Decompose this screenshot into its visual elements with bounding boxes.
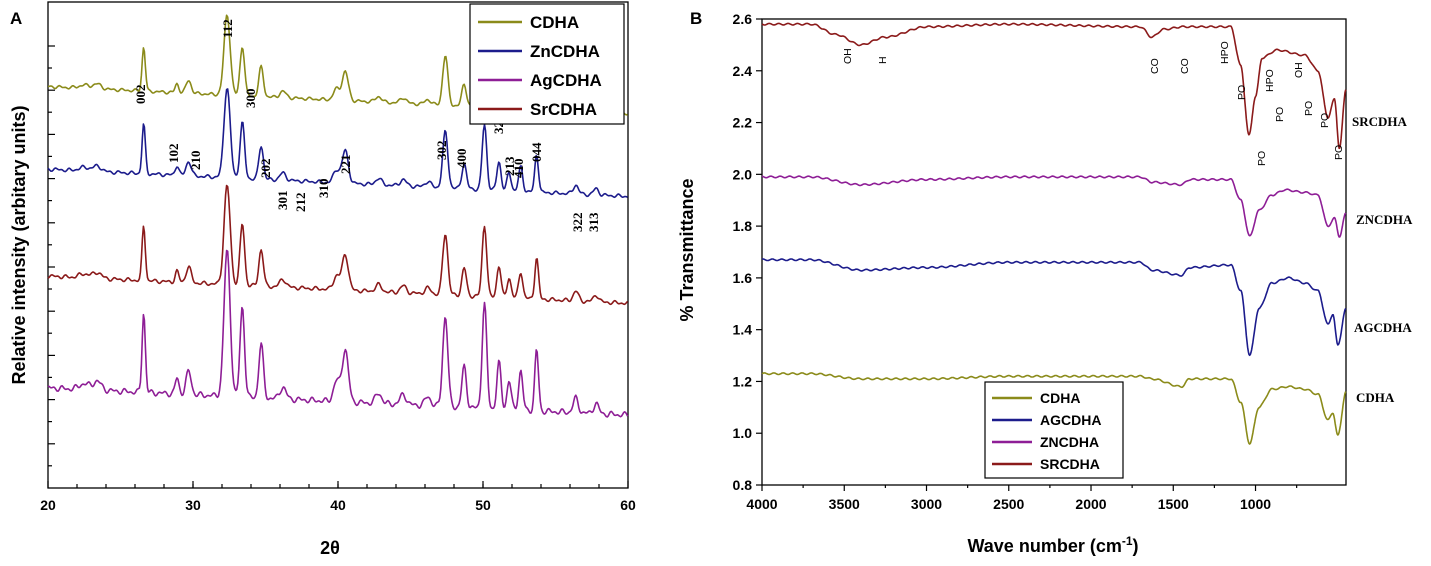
- b-band-label: HPO: [1264, 69, 1276, 92]
- a-x-tick-label: 50: [475, 497, 491, 513]
- b-x-tick-label: 3000: [911, 496, 942, 512]
- b-y-tick-label: 2.6: [733, 11, 753, 27]
- panel-b-x-ticks: 4000 3500 3000 2500 2000 1500 1000: [746, 485, 1298, 512]
- panel-b-curves: [761, 22, 1347, 445]
- b-series-label: SRCDHA: [1352, 114, 1408, 129]
- b-y-tick-label: 1.0: [733, 425, 753, 441]
- a-x-tick-label: 20: [40, 497, 56, 513]
- b-legend-label: ZNCDHA: [1040, 434, 1099, 450]
- b-band-label: PO: [1236, 85, 1248, 100]
- a-series-line-zncdha: [47, 88, 628, 199]
- panel-b-plot-frame: [761, 18, 1347, 486]
- a-peak-label: 102: [166, 144, 181, 164]
- panel-b-series-labels: SRCDHA ZNCDHA AGCDHA CDHA: [1352, 114, 1413, 405]
- b-y-tick-label: 2.0: [733, 166, 753, 182]
- b-series-line-cdha: [761, 372, 1347, 445]
- b-band-label: PO: [1333, 145, 1345, 160]
- b-y-tick-label: 1.2: [733, 373, 753, 389]
- b-band-label: OH: [1293, 62, 1305, 78]
- a-peak-label: 202: [258, 159, 273, 179]
- b-series-line-agcdha: [761, 258, 1347, 357]
- b-series-line-zncdha: [761, 175, 1347, 238]
- panel-a: A 20 30 40 50 60 2θ Relative intensity (arbi…: [9, 1, 636, 558]
- a-peak-label: 213: [502, 156, 517, 176]
- panel-b-y-axis-label: % Transmittance: [677, 178, 697, 321]
- panel-b-x-axis-label: Wave number (cm-1): [967, 534, 1138, 556]
- b-legend-label: CDHA: [1040, 390, 1080, 406]
- b-band-label: PO: [1303, 101, 1315, 116]
- b-x-tick-label: 2500: [993, 496, 1024, 512]
- b-series-label: AGCDHA: [1354, 320, 1412, 335]
- panel-b-legend: CDHA AGCDHA ZNCDHA SRCDHA: [984, 381, 1124, 479]
- a-peak-label: 300: [243, 89, 258, 109]
- b-band-label: HPO: [1219, 41, 1231, 64]
- panel-b-x-axis-label-sup: -1: [1122, 534, 1133, 548]
- a-legend-label: CDHA: [530, 13, 579, 32]
- panel-a-y-ticks: [48, 45, 55, 467]
- a-peak-label: 322: [570, 213, 585, 233]
- a-peak-label: 112: [220, 19, 235, 38]
- a-legend-label: AgCDHA: [530, 71, 602, 90]
- a-x-tick-label: 40: [330, 497, 346, 513]
- panel-b-band-labels: OH H CO CO HPO PO PO PO HPO OH PO PO PO: [842, 41, 1345, 166]
- panel-a-legend-entries: CDHA ZnCDHA AgCDHA SrCDHA: [478, 13, 602, 119]
- b-y-tick-label: 2.4: [733, 63, 753, 79]
- b-band-label: PO: [1319, 113, 1331, 128]
- a-peak-label: 410: [511, 159, 526, 179]
- panel-a-label: A: [10, 9, 22, 28]
- b-x-tick-label: 2000: [1075, 496, 1106, 512]
- panel-a-legend: CDHA ZnCDHA AgCDHA SrCDHA: [469, 3, 625, 125]
- panel-a-legend-box: [469, 3, 625, 125]
- b-series-line-srcdha: [761, 22, 1347, 150]
- b-x-tick-label: 1000: [1240, 496, 1271, 512]
- a-peak-label: 044: [529, 142, 544, 162]
- panel-b-legend-entries: CDHA AGCDHA ZNCDHA SRCDHA: [992, 390, 1101, 472]
- a-x-tick-label: 30: [185, 497, 201, 513]
- b-y-tick-label: 1.8: [733, 218, 753, 234]
- a-peak-label: 002: [133, 85, 148, 105]
- b-band-label: OH: [842, 48, 854, 64]
- a-peak-label: 221: [338, 155, 353, 175]
- panel-b-x-axis-label-main: Wave number (cm: [967, 536, 1121, 556]
- b-band-label: CO: [1149, 58, 1161, 74]
- b-band-label: CO: [1179, 58, 1191, 74]
- b-legend-label: SRCDHA: [1040, 456, 1100, 472]
- panel-b: B 0.8 1.0 1.2 1.4 1.6 1.8 2.0 2.2 2.4 2.6 4000 350…: [677, 9, 1413, 556]
- b-band-label: PO: [1256, 151, 1268, 166]
- a-legend-label: ZnCDHA: [530, 42, 600, 61]
- a-peak-label: 310: [316, 179, 331, 199]
- b-y-tick-label: 1.6: [733, 270, 753, 286]
- panel-b-label: B: [690, 9, 702, 28]
- b-band-label: PO: [1274, 107, 1286, 122]
- b-series-label: CDHA: [1356, 390, 1395, 405]
- b-y-tick-label: 1.4: [733, 322, 753, 338]
- a-legend-label: SrCDHA: [530, 100, 597, 119]
- panel-a-y-axis-label: Relative intensity (arbitary units): [9, 105, 29, 384]
- a-x-tick-label: 60: [620, 497, 636, 513]
- panel-a-x-ticks: 20 30 40 50 60: [40, 481, 636, 513]
- a-peak-label: 313: [586, 212, 601, 232]
- a-peak-label: 301: [275, 191, 290, 211]
- b-series-label: ZNCDHA: [1356, 212, 1413, 227]
- a-peak-label: 302: [434, 141, 449, 161]
- b-y-tick-label: 2.2: [733, 115, 753, 131]
- a-series-line-agcdha: [47, 249, 629, 418]
- panel-a-x-axis-label: 2θ: [320, 538, 340, 558]
- b-legend-label: AGCDHA: [1040, 412, 1101, 428]
- a-peak-label: 400: [454, 149, 469, 169]
- b-x-tick-label: 1500: [1158, 496, 1189, 512]
- b-x-tick-label: 4000: [746, 496, 777, 512]
- b-y-tick-label: 0.8: [733, 477, 753, 493]
- panel-b-x-axis-label-end: ): [1133, 536, 1139, 556]
- panel-b-y-ticks: 0.8 1.0 1.2 1.4 1.6 1.8 2.0 2.2 2.4 2.6: [733, 11, 762, 493]
- a-series-line-srcdha: [47, 184, 629, 306]
- b-x-tick-label: 3500: [829, 496, 860, 512]
- b-band-label: H: [877, 56, 889, 64]
- a-peak-label: 212: [293, 193, 308, 213]
- a-peak-label: 210: [188, 151, 203, 171]
